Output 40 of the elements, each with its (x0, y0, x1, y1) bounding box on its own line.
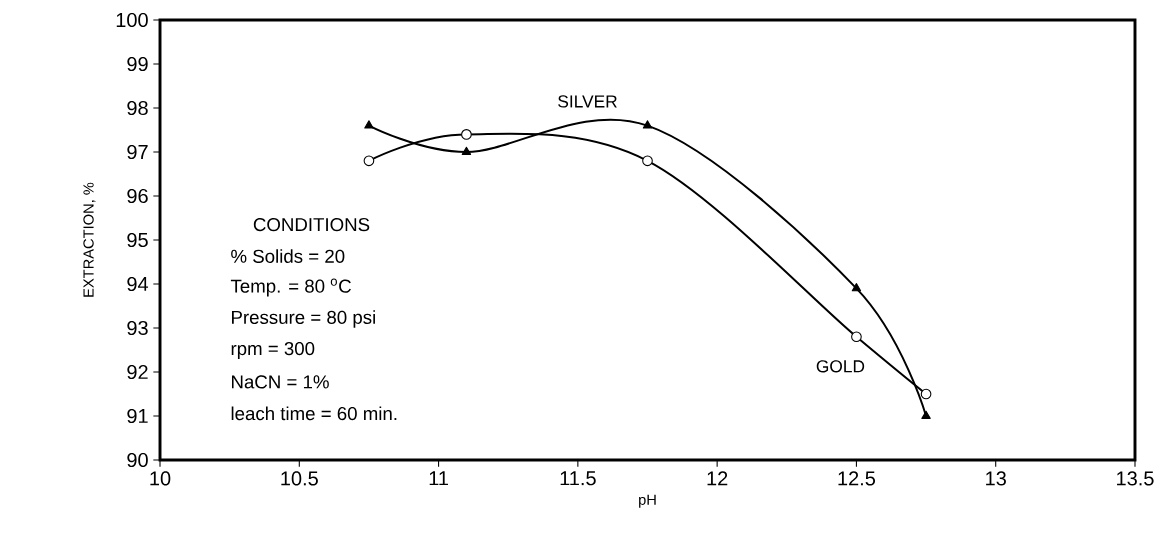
annotation: CONDITIONS (253, 217, 370, 232)
annotation: rpm = 300 (231, 341, 315, 359)
annotation: % Solids = 20 (231, 249, 345, 263)
y-tick-label: 99 (127, 56, 148, 72)
annotation: leach time = 60 min. (231, 406, 397, 421)
point (851, 283, 862, 292)
annotation: Pressure = 80 psi (232, 310, 375, 328)
x-tick-label: 11 (429, 471, 448, 486)
series-label: GOLD (816, 360, 865, 373)
point (461, 129, 472, 140)
point (851, 331, 862, 343)
point (642, 155, 653, 167)
y-tick-label: 92 (127, 364, 148, 380)
y-tick-label: 93 (127, 320, 148, 336)
y-tick-label: 100 (116, 12, 148, 28)
y-tick-label: 98 (127, 100, 148, 116)
x-tick-label: 13 (986, 471, 1006, 486)
y-tick-label: 97 (127, 144, 148, 160)
y-tick-label: 95 (127, 232, 148, 248)
x-tick-label: 10 (150, 471, 171, 486)
x-tick-label: 10.5 (281, 471, 318, 486)
x-axis-title: pH (639, 494, 656, 508)
y-tick-label: 94 (127, 276, 149, 292)
point (642, 120, 653, 129)
point (364, 120, 374, 129)
x-tick-label: 13.5 (1117, 471, 1154, 486)
point (461, 146, 472, 155)
annotation: NaCN = 1% (232, 375, 329, 389)
y-tick-label: 90 (127, 452, 148, 468)
point (921, 410, 931, 419)
point (363, 155, 375, 167)
annotation: Temp. = 80 $^{o}$C (230, 278, 351, 297)
y-tick-label: 91 (127, 408, 148, 424)
x-tick-label: 11.5 (560, 471, 596, 486)
y-tick-label: 96 (127, 188, 148, 204)
y-axis-title: EXTRACTION, % (83, 182, 96, 297)
x-tick-label: 12.5 (838, 471, 876, 486)
series-label: SILVER (558, 95, 617, 108)
x-tick-label: 12 (707, 471, 728, 486)
point (920, 388, 932, 400)
